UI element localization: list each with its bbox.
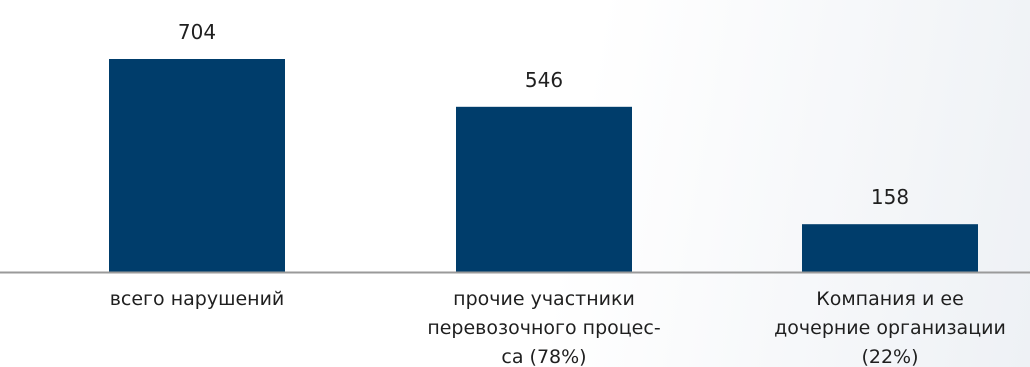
category-label-1-line-1: всего нарушений <box>110 288 285 310</box>
category-label-2: прочие участники перевозочного процес-са … <box>427 288 660 367</box>
category-label-1: всего нарушений <box>110 288 285 310</box>
category-labels-group: всего нарушений прочие участники перевозоч… <box>110 288 1006 367</box>
category-label-3-line-3: (22%) <box>861 346 918 367</box>
category-label-3: Компания и ее дочерние организации (22%) <box>774 288 1006 367</box>
value-label-1: 704 <box>178 20 216 44</box>
value-label-3: 158 <box>871 185 909 209</box>
category-label-3-line-1: Компания и ее <box>816 288 964 310</box>
bars-group <box>109 59 978 272</box>
bar-2 <box>456 106 632 272</box>
bar-1 <box>109 59 285 272</box>
category-label-2-line-1: прочие участники <box>453 288 635 310</box>
bar-3 <box>802 224 978 272</box>
value-label-2: 546 <box>525 68 563 92</box>
category-label-2-line-3: са (78%) <box>501 346 586 367</box>
category-label-2-line-2: перевозочного процес- <box>427 317 660 339</box>
value-labels-group: 704 546 158 <box>178 20 909 209</box>
category-label-3-line-2: дочерние организации <box>774 317 1006 339</box>
